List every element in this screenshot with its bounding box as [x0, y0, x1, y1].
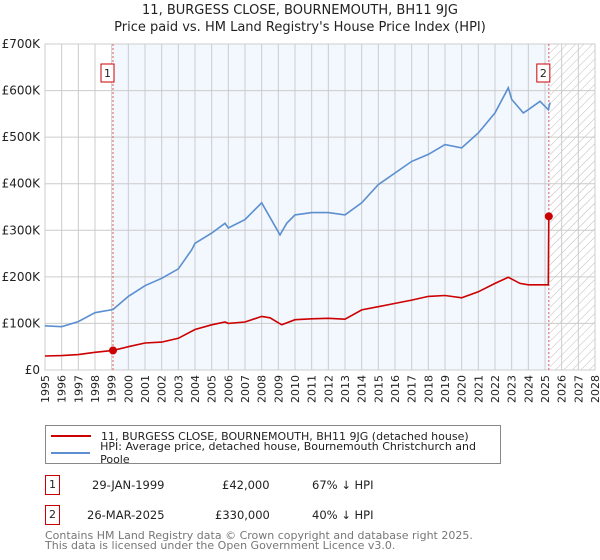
x-tick-label: 2026	[556, 375, 569, 403]
transaction-row: 2 26-MAR-2025 £330,000 40% ↓ HPI	[45, 505, 545, 525]
x-tick-label: 2013	[339, 375, 352, 403]
transaction-date: 26-MAR-2025	[87, 508, 165, 522]
x-tick-label: 2025	[539, 375, 552, 403]
x-tick-label: 1997	[72, 375, 85, 403]
transaction-price: £330,000	[215, 508, 270, 522]
legend: 11, BURGESS CLOSE, BOURNEMOUTH, BH11 9JG…	[45, 425, 501, 466]
x-tick-label: 2024	[522, 375, 535, 403]
marker-label: 1	[104, 67, 111, 80]
x-tick-label: 2020	[456, 375, 469, 403]
x-tick-label: 1999	[106, 375, 119, 403]
footer: Contains HM Land Registry data © Crown c…	[45, 529, 473, 552]
x-tick-label: 1995	[39, 375, 52, 403]
transaction-hpi: 67% ↓ HPI	[312, 478, 374, 492]
ownership-shading	[113, 44, 550, 370]
x-tick-label: 2015	[372, 375, 385, 403]
series-line	[44, 85, 551, 328]
legend-label: HPI: Average price, detached house, Bour…	[100, 440, 477, 466]
marker-badge: 2	[45, 505, 60, 525]
x-tick-label: 2010	[289, 375, 302, 403]
x-tick-label: 2021	[472, 375, 485, 403]
marker-label: 2	[540, 67, 547, 80]
y-tick-label: £400K	[2, 177, 42, 191]
x-tick-label: 2000	[122, 375, 135, 403]
y-tick-label: £300K	[2, 223, 42, 237]
sale-point	[109, 346, 117, 355]
x-tick-label: 2004	[189, 375, 202, 403]
x-tick-label: 2027	[572, 375, 585, 403]
legend-swatch	[51, 452, 91, 454]
chart-subtitle: Price paid vs. HM Land Registry's House …	[114, 20, 486, 35]
x-tick-label: 2003	[172, 375, 185, 403]
x-tick-label: 2018	[422, 375, 435, 403]
x-tick-label: 2014	[356, 375, 369, 403]
marker-box	[536, 63, 551, 83]
y-tick-label: £0	[25, 363, 40, 377]
price-chart: 1995 1996 1997 1998 1999 2000 2001 2002 2003 2004…	[2, 37, 600, 403]
x-tick-label: 2002	[156, 375, 169, 403]
transaction-date: 29-JAN-1999	[92, 478, 165, 492]
plot-border	[44, 43, 596, 371]
x-tick-label: 2005	[206, 375, 219, 403]
x-tick-label: 2012	[322, 375, 335, 403]
transaction-price: £42,000	[222, 478, 270, 492]
marker-box	[100, 63, 115, 83]
x-tick-label: 2022	[489, 375, 502, 403]
x-tick-label: 1998	[89, 375, 102, 403]
x-tick-label: 2006	[222, 375, 235, 403]
x-tick-label: 2007	[239, 375, 252, 403]
x-tick-label: 2009	[272, 375, 285, 403]
y-tick-label: £200K	[2, 270, 42, 284]
forecast-hatch	[550, 44, 595, 370]
legend-swatch	[51, 435, 91, 437]
legend-item-property: 11, BURGESS CLOSE, BOURNEMOUTH, BH11 9JG…	[51, 429, 469, 443]
x-tick-label: 2023	[506, 375, 519, 403]
y-tick-label: £600K	[2, 84, 42, 98]
y-tick-label: £100K	[2, 316, 42, 330]
y-tick-label: £500K	[2, 130, 42, 144]
chart-title: 11, BURGESS CLOSE, BOURNEMOUTH, BH11 9JG	[142, 3, 458, 18]
x-tick-label: 2028	[589, 375, 600, 403]
legend-item-hpi: HPI: Average price, detached house, Bour…	[51, 440, 500, 466]
footer-copyright: Contains HM Land Registry data © Crown c…	[45, 529, 473, 542]
marker-badge: 1	[45, 475, 60, 495]
legend-label: 11, BURGESS CLOSE, BOURNEMOUTH, BH11 9JG…	[101, 429, 469, 443]
x-tick-label: 1996	[56, 375, 69, 403]
y-tick-label: £700K	[2, 37, 42, 51]
x-tick-label: 2008	[256, 375, 269, 403]
transaction-hpi: 40% ↓ HPI	[312, 508, 374, 522]
x-tick-label: 2001	[139, 375, 152, 403]
x-tick-label: 2017	[406, 375, 419, 403]
x-tick-label: 2019	[439, 375, 452, 403]
sale-point	[544, 212, 553, 221]
transaction-row: 1 29-JAN-1999 £42,000 67% ↓ HPI	[45, 475, 545, 495]
footer-licence: This data is licensed under the Open Gov…	[45, 539, 396, 552]
x-tick-label: 2016	[389, 375, 402, 403]
x-tick-label: 2011	[306, 375, 319, 403]
series-line	[44, 213, 551, 357]
